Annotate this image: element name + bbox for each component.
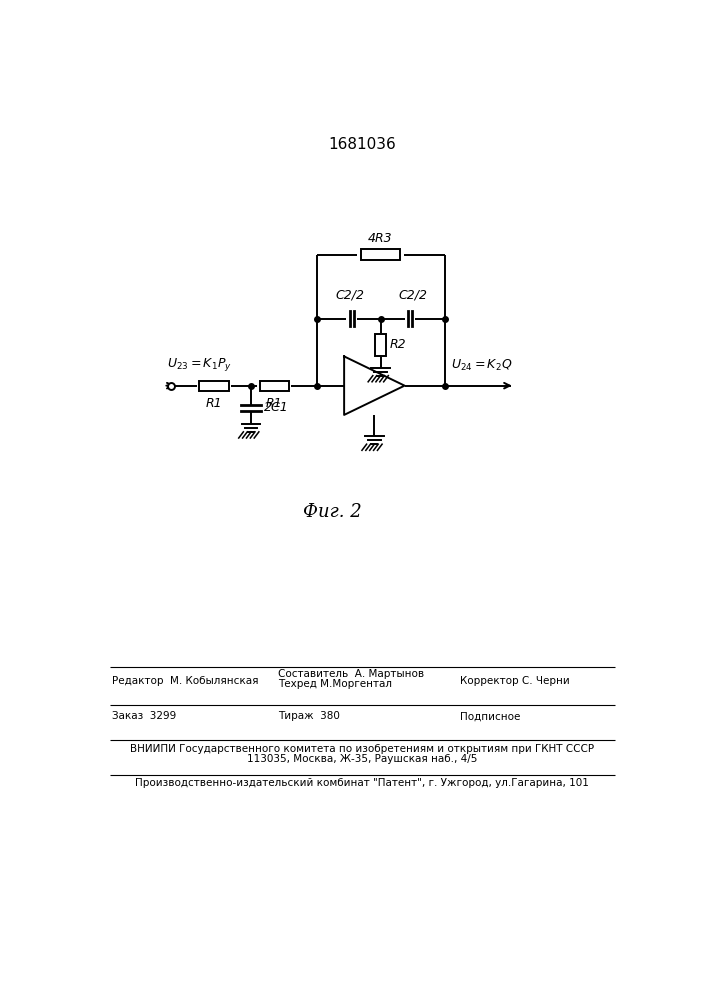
- Text: 113035, Москва, Ж-35, Раушская наб., 4/5: 113035, Москва, Ж-35, Раушская наб., 4/5: [247, 754, 477, 764]
- Bar: [361, 249, 400, 260]
- Text: C2/2: C2/2: [336, 289, 365, 302]
- Text: Тираж  380: Тираж 380: [279, 711, 340, 721]
- Text: R1: R1: [206, 397, 222, 410]
- Text: 2C1: 2C1: [264, 401, 288, 414]
- Text: Техред М.Моргентал: Техред М.Моргентал: [279, 679, 392, 689]
- Text: 4R3: 4R3: [368, 232, 393, 245]
- Text: R2: R2: [390, 338, 407, 351]
- Bar: [259, 381, 289, 391]
- Text: Редактор  М. Кобылянская: Редактор М. Кобылянская: [112, 676, 258, 686]
- Text: $U_{23} = K_1 P_y$: $U_{23} = K_1 P_y$: [168, 356, 233, 373]
- Text: Производственно-издательский комбинат "Патент", г. Ужгород, ул.Гагарина, 101: Производственно-издательский комбинат "П…: [135, 778, 589, 788]
- Text: ВНИИПИ Государственного комитета по изобретениям и открытиям при ГКНТ СССР: ВНИИПИ Государственного комитета по изоб…: [130, 744, 594, 754]
- Text: Корректор С. Черни: Корректор С. Черни: [460, 676, 570, 686]
- Text: $U_{24} = K_2 Q$: $U_{24} = K_2 Q$: [451, 358, 513, 373]
- Text: R1: R1: [266, 397, 283, 410]
- Bar: [375, 334, 386, 356]
- Text: Заказ  3299: Заказ 3299: [112, 711, 176, 721]
- Text: 1681036: 1681036: [328, 137, 396, 152]
- Text: Подписное: Подписное: [460, 711, 521, 721]
- Text: Составитель  А. Мартынов: Составитель А. Мартынов: [279, 669, 424, 679]
- Text: Фиг. 2: Фиг. 2: [303, 503, 362, 521]
- Text: C2/2: C2/2: [399, 289, 428, 302]
- Bar: [199, 381, 228, 391]
